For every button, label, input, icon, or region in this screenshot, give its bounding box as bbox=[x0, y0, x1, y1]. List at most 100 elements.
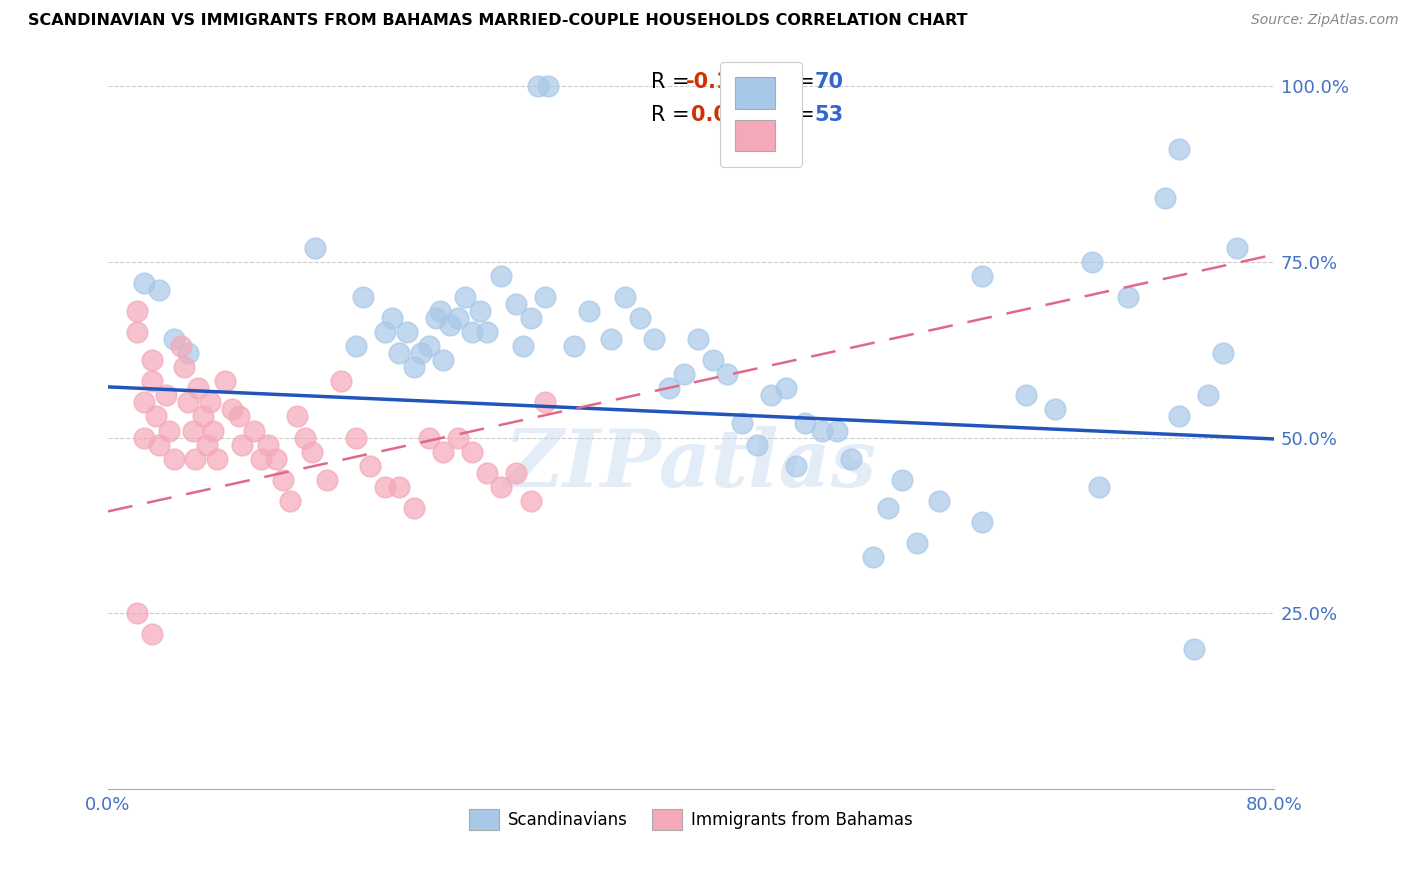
Point bbox=[231, 437, 253, 451]
Point bbox=[134, 276, 156, 290]
Point bbox=[374, 480, 396, 494]
Point bbox=[157, 424, 180, 438]
Point bbox=[599, 332, 621, 346]
Point bbox=[162, 451, 184, 466]
Point bbox=[702, 353, 724, 368]
Point bbox=[344, 339, 367, 353]
Point bbox=[278, 493, 301, 508]
Point bbox=[1212, 346, 1234, 360]
Text: R =: R = bbox=[651, 71, 696, 92]
Point bbox=[731, 417, 754, 431]
Point bbox=[207, 451, 229, 466]
Point bbox=[181, 424, 204, 438]
Point bbox=[162, 332, 184, 346]
Point bbox=[127, 607, 149, 621]
Point bbox=[257, 437, 280, 451]
Point bbox=[148, 283, 170, 297]
Point bbox=[876, 500, 898, 515]
Point bbox=[395, 325, 418, 339]
Point bbox=[519, 310, 541, 325]
Point bbox=[264, 451, 287, 466]
Text: -0.104: -0.104 bbox=[686, 71, 761, 92]
Point bbox=[745, 437, 768, 451]
Point bbox=[475, 325, 498, 339]
Point bbox=[1182, 641, 1205, 656]
Point bbox=[250, 451, 273, 466]
Point bbox=[141, 353, 163, 368]
Point bbox=[177, 395, 200, 409]
Point bbox=[811, 424, 834, 438]
Point bbox=[534, 395, 557, 409]
Point bbox=[825, 424, 848, 438]
Point bbox=[891, 473, 914, 487]
Point bbox=[184, 451, 207, 466]
Text: Source: ZipAtlas.com: Source: ZipAtlas.com bbox=[1251, 13, 1399, 28]
Point bbox=[491, 268, 513, 283]
Point bbox=[1153, 191, 1175, 205]
Point bbox=[519, 493, 541, 508]
Point bbox=[221, 402, 243, 417]
Point bbox=[242, 424, 264, 438]
Point bbox=[491, 480, 513, 494]
Point bbox=[905, 536, 928, 550]
Point bbox=[145, 409, 167, 424]
Point bbox=[1168, 142, 1191, 156]
Point bbox=[432, 353, 454, 368]
Point bbox=[432, 444, 454, 458]
Point bbox=[228, 409, 250, 424]
Point bbox=[447, 431, 470, 445]
Point bbox=[418, 431, 440, 445]
Point bbox=[644, 332, 666, 346]
Point bbox=[534, 290, 557, 304]
Point bbox=[972, 268, 994, 283]
Point bbox=[928, 493, 950, 508]
Point bbox=[614, 290, 637, 304]
Point bbox=[1080, 254, 1102, 268]
Text: N =: N = bbox=[775, 105, 821, 125]
Point bbox=[475, 466, 498, 480]
Point bbox=[688, 332, 710, 346]
Point bbox=[716, 368, 738, 382]
Point bbox=[839, 451, 862, 466]
Point bbox=[388, 480, 411, 494]
Text: R =: R = bbox=[651, 105, 696, 125]
Point bbox=[759, 388, 782, 402]
Point bbox=[775, 381, 797, 395]
Point bbox=[447, 310, 470, 325]
Point bbox=[658, 381, 681, 395]
Point bbox=[141, 627, 163, 641]
Point bbox=[177, 346, 200, 360]
Point bbox=[173, 360, 195, 375]
Point bbox=[214, 374, 236, 388]
Point bbox=[1045, 402, 1067, 417]
Point bbox=[1088, 480, 1111, 494]
Point bbox=[294, 431, 316, 445]
Point bbox=[562, 339, 585, 353]
Point bbox=[505, 466, 527, 480]
Point bbox=[155, 388, 177, 402]
Point bbox=[527, 78, 550, 93]
Point bbox=[628, 310, 651, 325]
Point bbox=[537, 78, 560, 93]
Point bbox=[148, 437, 170, 451]
Point bbox=[793, 417, 815, 431]
Point bbox=[785, 458, 807, 473]
Point bbox=[429, 304, 451, 318]
Point bbox=[330, 374, 353, 388]
Point bbox=[352, 290, 374, 304]
Point bbox=[578, 304, 600, 318]
Point bbox=[304, 241, 326, 255]
Point bbox=[201, 424, 224, 438]
Point bbox=[198, 395, 221, 409]
Point bbox=[374, 325, 396, 339]
Point bbox=[411, 346, 433, 360]
Point bbox=[1015, 388, 1038, 402]
Point bbox=[1168, 409, 1191, 424]
Point bbox=[388, 346, 411, 360]
Point bbox=[402, 360, 425, 375]
Point bbox=[195, 437, 218, 451]
Point bbox=[461, 325, 484, 339]
Point bbox=[1226, 241, 1249, 255]
Point bbox=[170, 339, 193, 353]
Point bbox=[425, 310, 447, 325]
